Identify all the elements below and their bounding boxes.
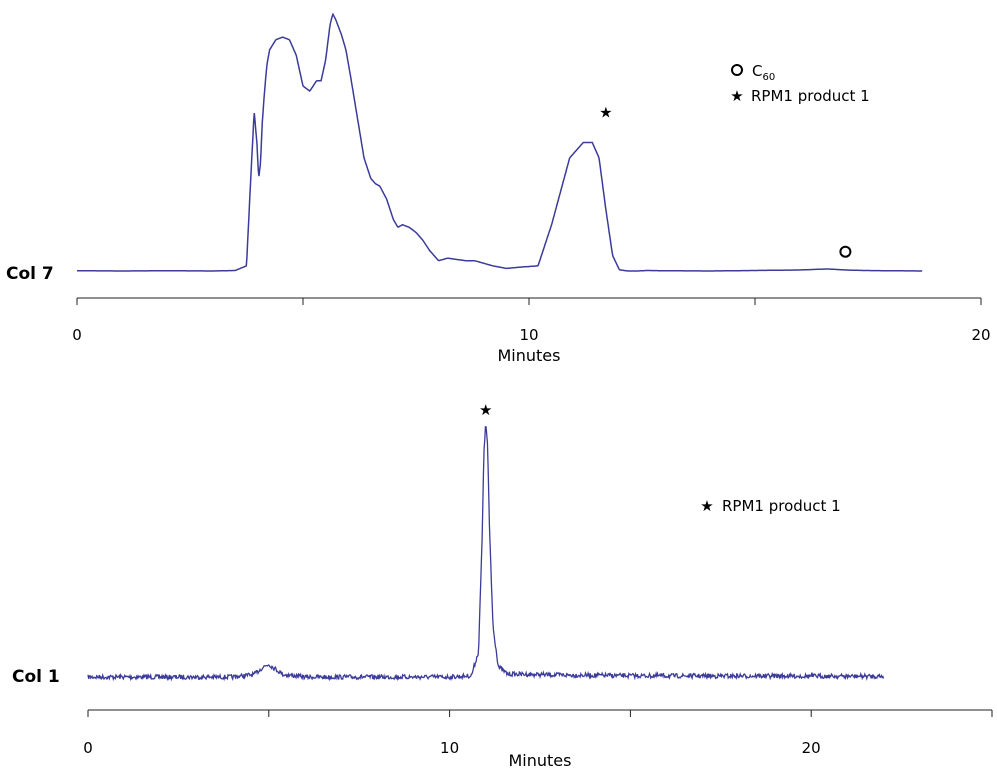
x-ticks-col1: 0 10 20 bbox=[83, 710, 993, 757]
x-tick-label: 20 bbox=[802, 739, 821, 757]
peak-markers-col1: ★ bbox=[479, 401, 492, 419]
x-tick-label: 20 bbox=[971, 326, 990, 344]
star-marker-icon: ★ bbox=[479, 401, 492, 419]
x-tick-label: 10 bbox=[519, 326, 538, 344]
svg-text:C60: C60 bbox=[752, 62, 775, 83]
legend-col7: C60 ★ RPM1 product 1 bbox=[730, 62, 869, 105]
legend-label-c60-subscript: 60 bbox=[762, 72, 775, 83]
x-axis-title-col7: Minutes bbox=[498, 346, 561, 365]
x-tick-label: 0 bbox=[72, 326, 82, 344]
peak-markers-col7: ★ bbox=[599, 104, 852, 258]
legend-item-rpm1: ★ RPM1 product 1 bbox=[730, 87, 869, 105]
x-axis-title-col1: Minutes bbox=[509, 751, 572, 770]
x-tick-label: 10 bbox=[440, 739, 459, 757]
star-marker-icon: ★ bbox=[730, 87, 743, 105]
trace-col7 bbox=[77, 12, 923, 272]
star-marker-icon: ★ bbox=[700, 497, 713, 515]
panel-label-col1: Col 1 bbox=[12, 667, 60, 687]
chromatogram-col1: Col 1 0 10 20 Minutes ★ ★ RPM1 product 1 bbox=[12, 401, 993, 770]
x-ticks-col7: 0 10 20 bbox=[72, 298, 991, 344]
legend-label-c60: C bbox=[752, 62, 762, 80]
circle-marker-icon bbox=[731, 64, 743, 76]
star-marker-icon: ★ bbox=[599, 104, 612, 122]
circle-marker-icon bbox=[839, 245, 852, 258]
panel-label-col7: Col 7 bbox=[6, 264, 54, 284]
legend-label-rpm1: RPM1 product 1 bbox=[751, 87, 870, 105]
legend-label-rpm1: RPM1 product 1 bbox=[722, 497, 841, 515]
trace-col1 bbox=[87, 426, 885, 682]
legend-col1: ★ RPM1 product 1 bbox=[700, 497, 840, 515]
chromatogram-col7: Col 7 0 10 20 Minutes ★ C60 ★ RPM1 product… bbox=[6, 12, 991, 365]
legend-item-c60: C60 bbox=[731, 62, 775, 83]
legend-item-rpm1: ★ RPM1 product 1 bbox=[700, 497, 840, 515]
x-tick-label: 0 bbox=[83, 739, 93, 757]
